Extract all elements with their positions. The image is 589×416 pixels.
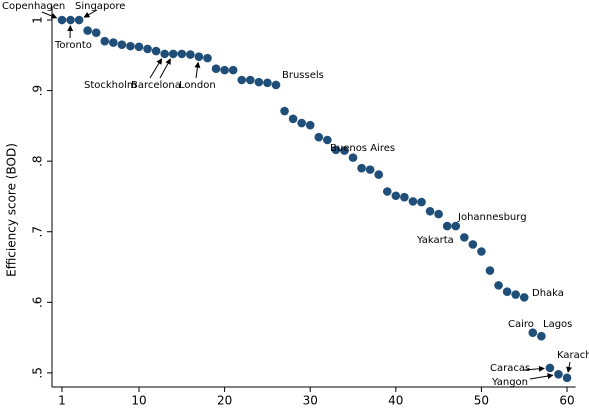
point [117, 40, 127, 50]
annotation: Karachi [557, 350, 589, 361]
point [365, 165, 375, 174]
point [168, 49, 178, 59]
x-tick-label: 50 [474, 394, 489, 408]
point [314, 132, 324, 142]
point [408, 197, 418, 206]
point [545, 363, 555, 373]
point [485, 266, 495, 275]
x-tick-label: 60 [559, 394, 574, 408]
annotation-arrow [149, 58, 163, 79]
annotation: Buenos Aires [330, 143, 395, 154]
annotation: Caracas [490, 363, 530, 374]
annotation: Copenhagen [2, 1, 65, 12]
annotation: Barcelona [131, 80, 181, 91]
annotation-arrow [41, 11, 58, 19]
y-tick-label: .7 [31, 226, 45, 237]
point [468, 240, 478, 249]
y-tick-label: .6 [31, 297, 45, 308]
point [519, 293, 529, 302]
point [194, 52, 204, 62]
point [263, 78, 272, 88]
annotation: Yakarta [416, 235, 454, 246]
y-tick-label: .9 [31, 85, 45, 96]
point [126, 41, 135, 51]
point [91, 28, 101, 38]
point [323, 135, 332, 145]
point [477, 247, 486, 256]
point [160, 49, 169, 59]
point [340, 146, 349, 155]
point [562, 373, 572, 383]
point [109, 38, 118, 47]
point [425, 206, 435, 216]
point [528, 328, 538, 337]
point [177, 49, 187, 59]
point [460, 233, 469, 242]
x-tick-label: 30 [303, 394, 318, 408]
point [442, 221, 452, 231]
y-tick-label: 1 [31, 16, 45, 24]
point [66, 15, 75, 25]
point [143, 44, 152, 54]
x-tick-label: 1 [58, 394, 66, 408]
point [374, 170, 384, 179]
point [83, 26, 92, 35]
point [331, 145, 341, 155]
annotation: Singapore [75, 1, 125, 12]
point [305, 120, 315, 130]
point [74, 15, 84, 25]
point [134, 42, 144, 52]
point [382, 187, 392, 196]
point [417, 197, 426, 207]
point [502, 287, 512, 297]
x-tick-label: 20 [217, 394, 232, 408]
annotation: Brussels [282, 70, 324, 81]
point [357, 163, 366, 173]
point [211, 64, 221, 74]
point [494, 281, 503, 290]
point [271, 80, 281, 90]
annotation: Dhaka [532, 288, 564, 299]
y-tick-label: .8 [31, 155, 45, 166]
point [400, 192, 409, 202]
point [186, 50, 195, 59]
point [203, 53, 212, 63]
annotation-arrow [194, 61, 201, 79]
annotation-arrow [159, 58, 171, 79]
annotation: Lagos [543, 319, 572, 330]
point [348, 153, 358, 162]
annotation: Johannesburg [457, 212, 527, 223]
point [237, 75, 247, 85]
annotation-arrow [566, 361, 573, 373]
x-tick-label: 10 [131, 394, 146, 408]
point [451, 221, 461, 231]
point [297, 118, 306, 128]
point [391, 191, 401, 201]
y-tick-label: .5 [31, 367, 45, 378]
annotation-arrow [83, 9, 98, 18]
point [245, 75, 255, 85]
point [57, 15, 67, 25]
point [288, 114, 298, 124]
annotation-arrow [529, 373, 554, 380]
point [254, 77, 264, 87]
y-axis-label: Efficiency score (BOD) [5, 143, 19, 277]
annotation: Stockholm [84, 80, 137, 91]
point [434, 209, 443, 219]
point [220, 65, 229, 75]
annotation: Cairo [508, 319, 534, 330]
x-tick-label: 40 [388, 394, 403, 408]
point [228, 65, 238, 75]
point [537, 331, 546, 341]
point [280, 106, 289, 116]
annotation-arrow [523, 365, 545, 372]
point [100, 36, 110, 46]
point [511, 290, 520, 299]
annotation: London [179, 80, 216, 91]
annotation: Toronto [54, 40, 92, 51]
annotation: Yangon [491, 377, 528, 388]
point [151, 46, 161, 56]
point [554, 369, 563, 379]
